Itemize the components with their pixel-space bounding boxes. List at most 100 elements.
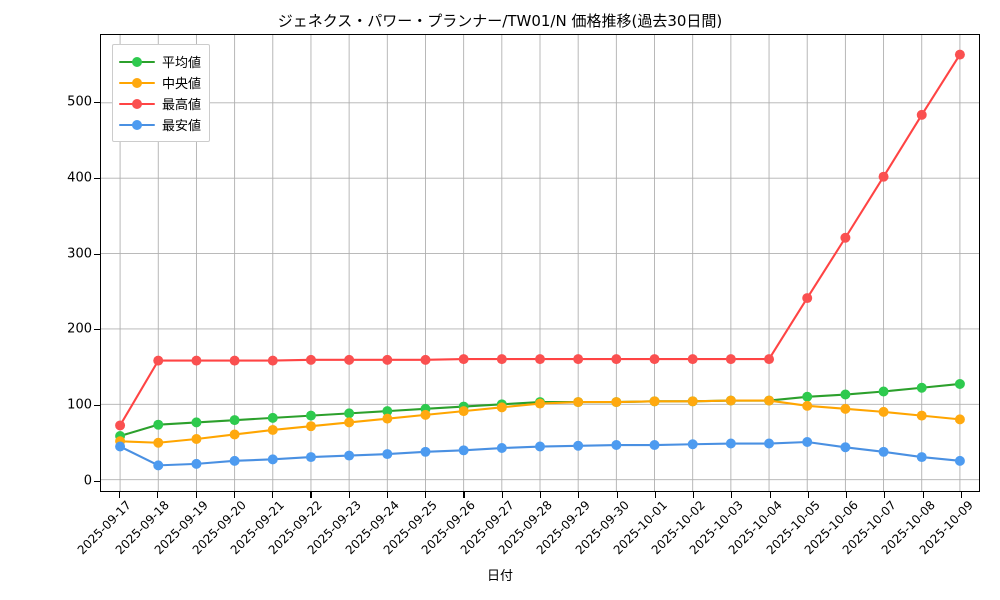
data-point xyxy=(420,354,431,365)
data-point xyxy=(687,439,698,450)
data-point xyxy=(382,449,393,460)
y-tick-label: 400 xyxy=(67,170,92,186)
data-point xyxy=(535,441,545,452)
y-tick-mark xyxy=(94,177,100,179)
data-point xyxy=(458,406,469,417)
x-tick-mark xyxy=(922,492,924,498)
y-tick-mark xyxy=(94,102,100,104)
chart-legend: 平均値中央値最高値 最安値 xyxy=(112,44,211,142)
data-point xyxy=(229,455,240,466)
legend-label: 平均値 xyxy=(162,56,202,71)
y-tick-mark xyxy=(94,480,100,482)
legend-item-0[interactable]: 平均値 xyxy=(119,51,201,72)
x-tick-mark xyxy=(310,492,312,498)
data-point xyxy=(611,354,622,365)
data-point xyxy=(916,452,927,463)
data-point xyxy=(878,386,889,397)
legend-item-2[interactable]: 最高値 xyxy=(119,93,201,114)
data-point xyxy=(191,434,202,444)
data-point xyxy=(916,410,927,421)
x-tick-mark xyxy=(807,492,809,498)
data-point xyxy=(458,354,469,365)
data-point xyxy=(840,403,851,414)
data-point xyxy=(840,442,851,453)
x-tick-mark xyxy=(846,492,848,498)
y-tick-label: 200 xyxy=(67,321,92,337)
data-point xyxy=(725,354,736,365)
x-tick-mark xyxy=(195,492,197,498)
data-point xyxy=(496,354,507,365)
data-point xyxy=(611,397,622,408)
x-tick-mark xyxy=(884,492,886,498)
data-point xyxy=(229,429,240,440)
x-tick-mark xyxy=(233,492,235,498)
data-point xyxy=(954,414,965,425)
data-point xyxy=(115,420,126,431)
data-point xyxy=(344,408,355,419)
x-tick-mark xyxy=(425,492,427,498)
y-tick-mark xyxy=(94,404,100,407)
x-tick-mark xyxy=(578,492,580,498)
series-line-2 xyxy=(119,53,961,427)
data-point xyxy=(649,354,660,365)
data-point xyxy=(611,440,622,450)
x-tick-mark xyxy=(119,492,121,498)
data-point xyxy=(725,438,736,449)
y-axis-tick-labels: 0 100 200 300 400 500 xyxy=(52,34,92,492)
data-point xyxy=(916,109,927,120)
data-point xyxy=(840,232,851,243)
data-point xyxy=(496,402,507,413)
data-point xyxy=(916,382,927,393)
data-point xyxy=(764,395,775,406)
x-tick-mark xyxy=(616,492,618,498)
legend-marker-icon xyxy=(119,97,155,111)
x-tick-mark xyxy=(693,492,695,498)
data-point xyxy=(535,354,545,365)
data-point xyxy=(305,421,316,432)
data-point xyxy=(649,440,660,450)
data-point xyxy=(802,400,813,411)
legend-marker-icon xyxy=(119,76,155,90)
data-point xyxy=(382,406,393,417)
x-tick-mark xyxy=(501,492,503,498)
y-tick-mark xyxy=(94,253,100,255)
legend-label: 中央値 xyxy=(162,77,202,92)
data-point xyxy=(535,398,545,409)
data-point xyxy=(954,378,965,389)
data-point xyxy=(687,354,698,365)
data-point xyxy=(344,417,355,428)
legend-marker-icon xyxy=(119,118,155,132)
data-point xyxy=(878,446,889,457)
x-tick-mark xyxy=(348,492,350,498)
series-line-0 xyxy=(119,382,961,438)
data-point xyxy=(954,455,965,466)
data-point xyxy=(191,355,202,366)
y-tick-label: 100 xyxy=(67,397,92,413)
x-axis-tick-marks xyxy=(100,492,980,498)
data-point xyxy=(420,409,431,420)
data-point xyxy=(802,437,813,447)
data-point xyxy=(229,355,240,366)
legend-label: 最高値 xyxy=(162,98,202,113)
x-axis-tick-labels: 2025-09-17 2025-09-18 2025-09-19 2025-09-20… xyxy=(75,498,980,568)
x-tick-mark xyxy=(157,492,159,498)
data-point xyxy=(382,413,393,424)
y-axis-tick-marks xyxy=(94,34,100,492)
data-point xyxy=(954,49,965,60)
data-point xyxy=(267,412,278,423)
data-point xyxy=(191,458,202,469)
data-point xyxy=(458,445,469,456)
data-point xyxy=(344,354,355,365)
x-tick-mark xyxy=(960,492,962,498)
legend-item-3[interactable]: 最安値 xyxy=(119,114,201,135)
x-tick-mark xyxy=(386,492,389,498)
data-point xyxy=(573,354,584,365)
legend-item-1[interactable]: 中央値 xyxy=(119,72,201,93)
data-point xyxy=(687,396,698,407)
data-point xyxy=(420,446,431,457)
y-tick-label: 500 xyxy=(67,94,92,110)
x-tick-mark xyxy=(272,492,274,498)
data-point xyxy=(764,438,775,449)
data-point xyxy=(153,355,164,366)
